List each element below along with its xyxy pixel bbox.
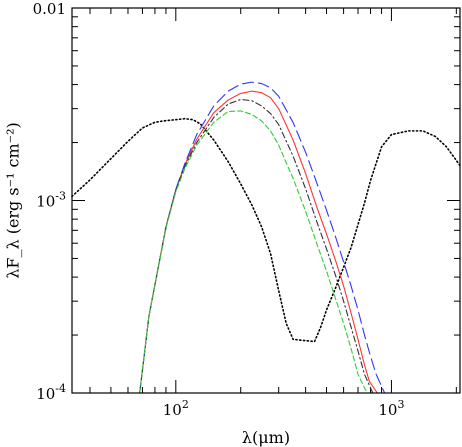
series-line-dashed <box>139 110 368 394</box>
x-tick-label: 102 <box>163 398 189 419</box>
series-group <box>71 81 461 394</box>
series-line-dash-dot <box>139 98 374 394</box>
x-tick-label: 103 <box>378 398 404 419</box>
y-tick-label: 10-3 <box>36 190 66 211</box>
y-axis-label: λF_λ (erg s⁻¹ cm⁻²) <box>4 122 23 279</box>
axis-ticks <box>72 7 460 394</box>
y-tick-label: 10-4 <box>36 382 66 403</box>
y-tick-label: 0.01 <box>33 0 66 18</box>
plot-frame <box>71 7 461 394</box>
series-line-solid <box>139 90 378 394</box>
series-line-long-dash <box>139 81 386 394</box>
x-axis-label: λ(μm) <box>242 428 290 447</box>
series-line-dotted <box>71 117 461 343</box>
tick-labels: 102 103 0.01 10-3 10-4 <box>33 0 405 419</box>
